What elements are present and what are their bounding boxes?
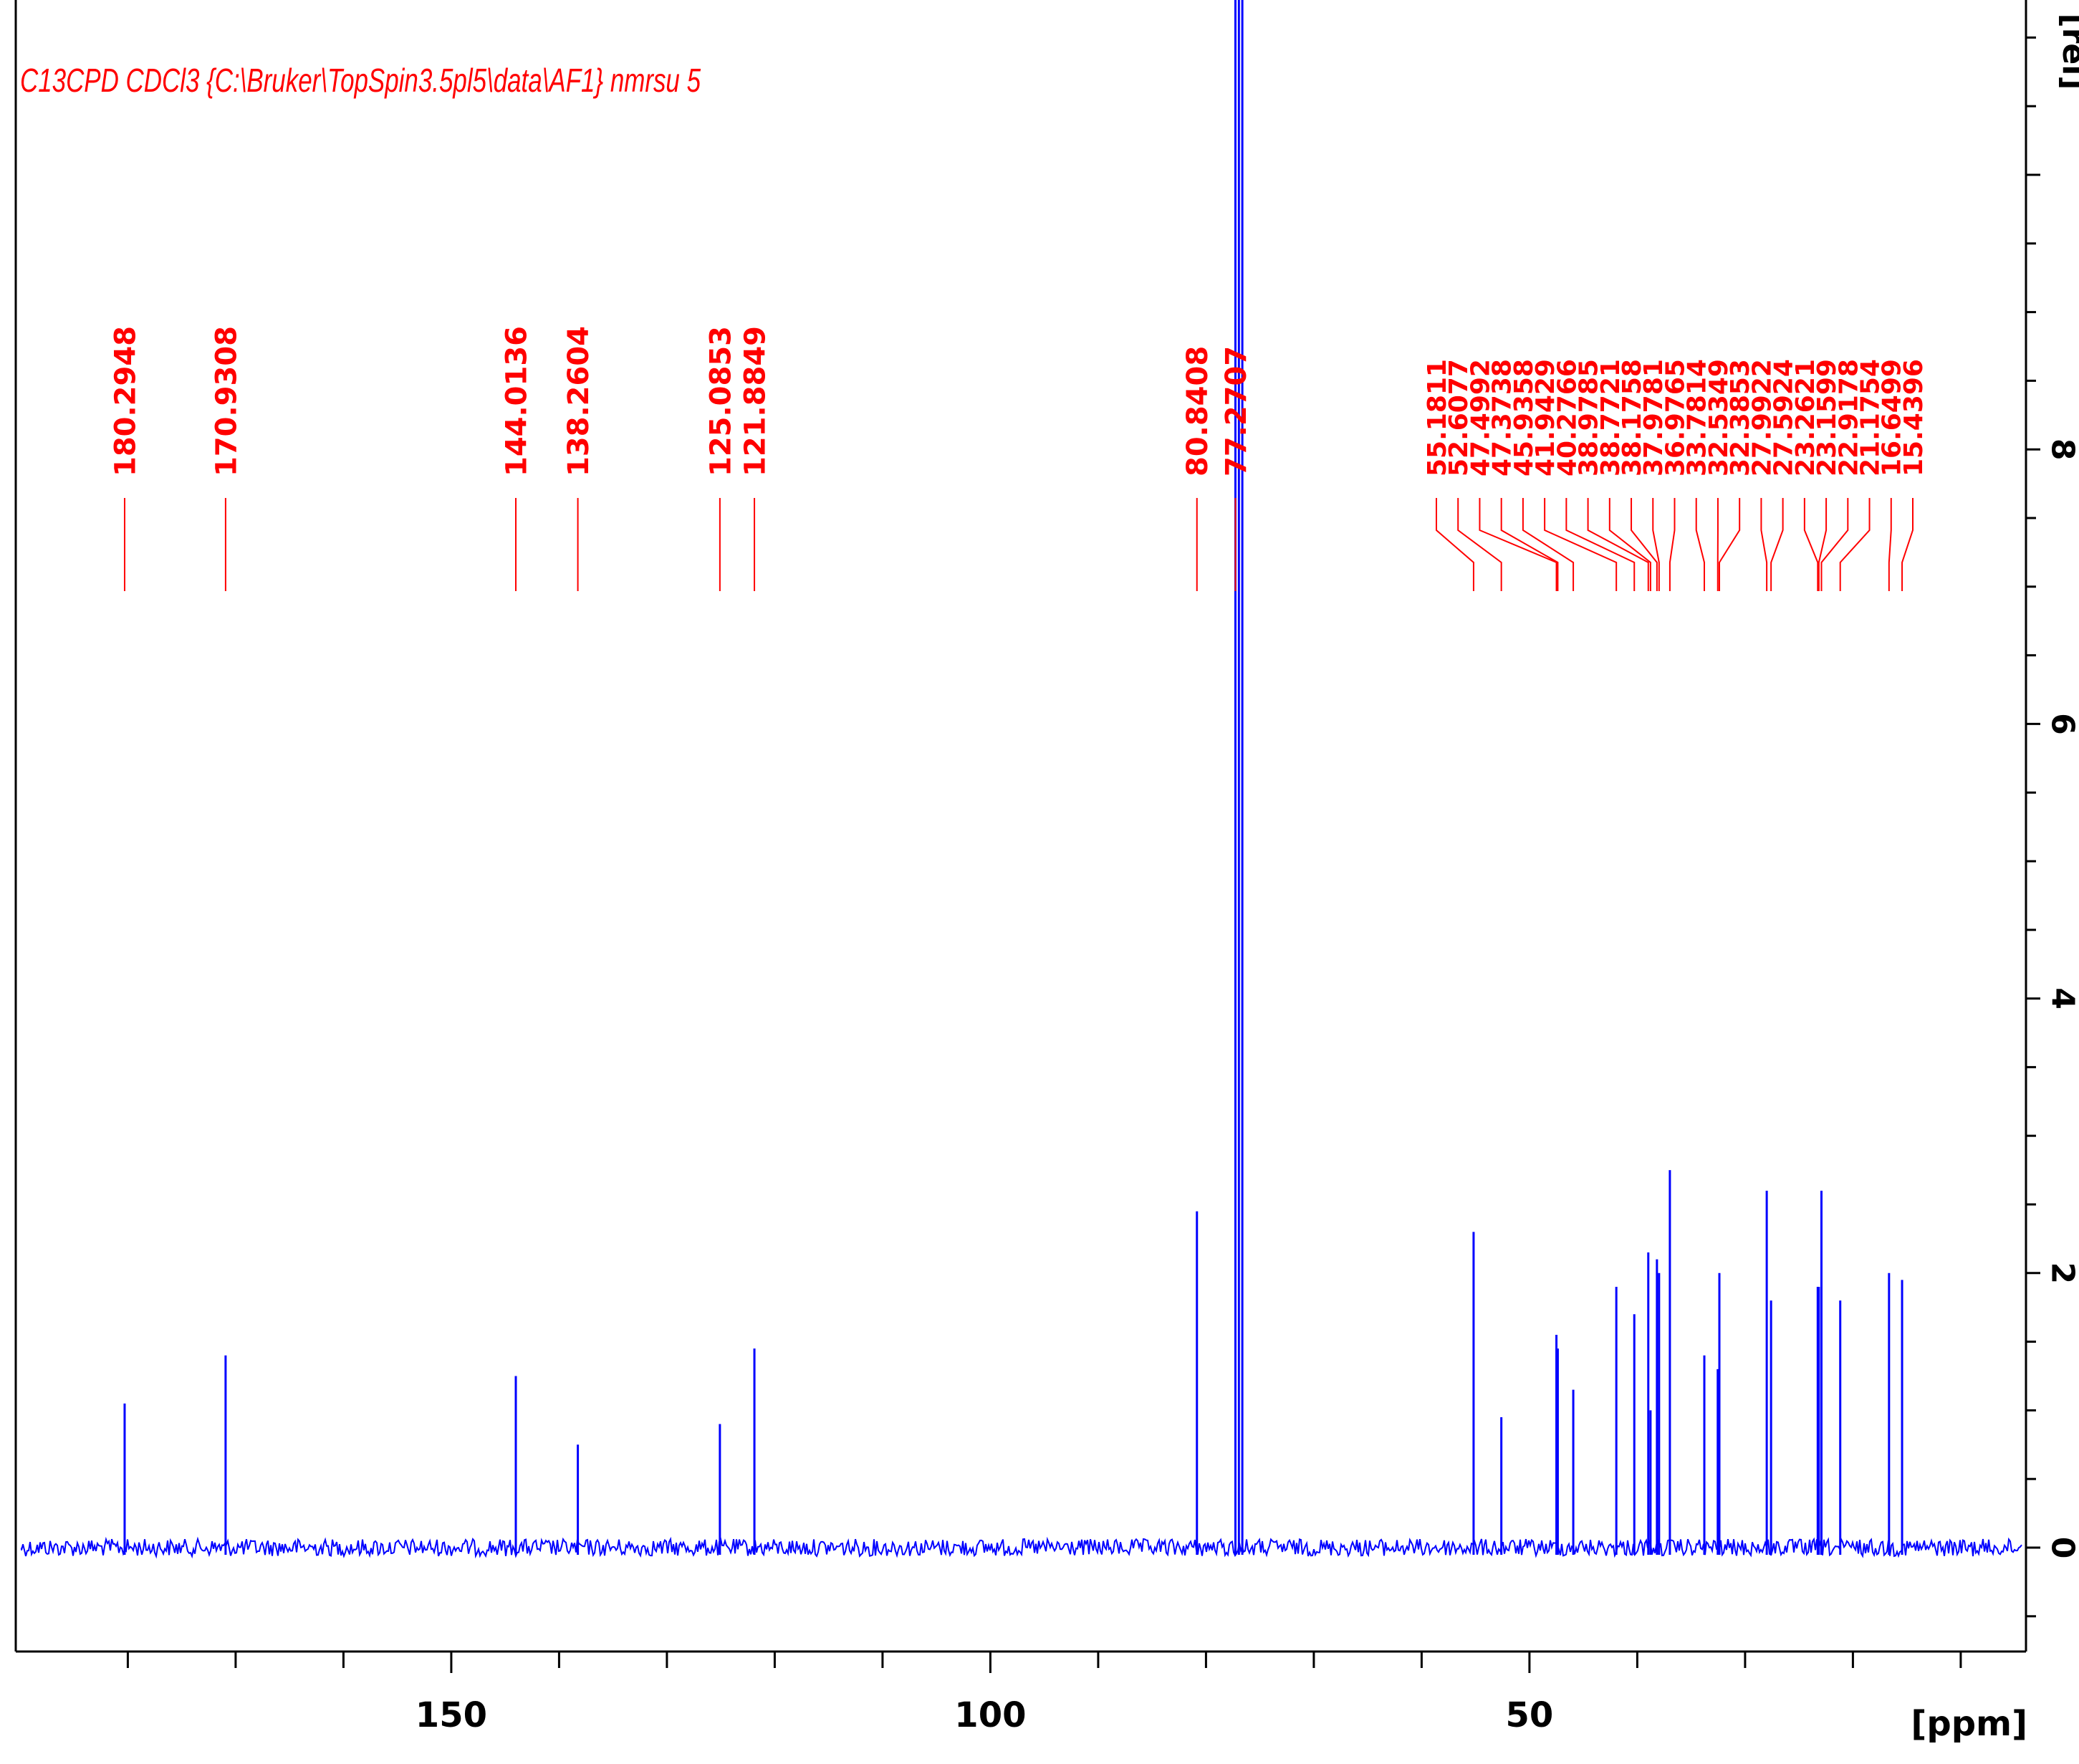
peak-label: 52.6077 <box>1444 359 1474 476</box>
peak-label: 80.8408 <box>1181 346 1214 476</box>
peak-label: 170.9308 <box>210 326 243 476</box>
peak-leader-line <box>1901 498 1914 591</box>
peak-label: 77.2707 <box>1220 346 1253 476</box>
peak-leader-line <box>1436 498 1474 591</box>
spectrum-layer <box>21 0 2022 1559</box>
x-tick-label: 150 <box>416 1695 487 1735</box>
peak-label: 21.1754 <box>1856 359 1886 476</box>
peak-label: 144.0136 <box>500 326 533 476</box>
spectrum-baseline <box>21 1536 2022 1559</box>
peak-label: 38.7721 <box>1596 359 1626 476</box>
peak-label: 45.9358 <box>1509 359 1539 476</box>
peak-label: 32.3853 <box>1726 359 1755 476</box>
peak-label: 121.8849 <box>739 326 772 476</box>
peak-leader-line <box>1565 498 1636 591</box>
peak-label: 180.2948 <box>109 326 142 476</box>
peak-leader-line <box>1818 498 1828 591</box>
peak-leader-line <box>1544 498 1618 591</box>
y-tick-label: 6 <box>2045 713 2079 735</box>
peak-leader-line <box>1587 498 1649 591</box>
peak-label: 22.9178 <box>1834 359 1863 476</box>
peak-label: 16.6499 <box>1878 359 1907 476</box>
peak-leader-line <box>1888 498 1892 591</box>
peak-label: 33.7814 <box>1683 359 1712 476</box>
peak-label: 23.2621 <box>1791 359 1820 476</box>
peak-leader-line <box>1652 498 1660 591</box>
peak-label: 27.9922 <box>1747 359 1777 476</box>
peak-label: 38.9785 <box>1575 359 1604 476</box>
peak-label-layer: 180.2948 170.9308 144.0136 138.2604 125.0853… <box>109 326 1929 591</box>
peak-label: 23.1599 <box>1812 359 1842 476</box>
y-axis-label: [rel] <box>2055 14 2079 90</box>
peak-leader-line <box>1760 498 1768 591</box>
peak-label: 38.1758 <box>1618 359 1647 476</box>
peak-leader-line <box>1770 498 1784 591</box>
peak-leader-line <box>1820 498 1849 591</box>
y-tick-label: 0 <box>2045 1537 2079 1559</box>
peak-label: 27.5924 <box>1770 359 1799 476</box>
peak-leader-line <box>1522 498 1575 591</box>
peak-leader-line <box>1631 498 1658 591</box>
axis-layer: [ppm] [rel] 150 100 50 0 2 4 6 8 <box>14 0 2079 1744</box>
peak-label: 55.1811 <box>1423 359 1452 476</box>
x-tick-label: 100 <box>954 1695 1026 1735</box>
peak-leader-line <box>1479 498 1557 591</box>
chart-title: C13CPD CDCl3 {C:\Bruker\TopSpin3.5pl5\da… <box>20 62 701 99</box>
peak-label: 15.4396 <box>1899 359 1929 476</box>
x-tick-label: 50 <box>1506 1695 1554 1735</box>
peak-label: 40.2766 <box>1552 359 1582 476</box>
peak-label: 47.4992 <box>1466 359 1495 476</box>
y-tick-label: 4 <box>2045 987 2079 1010</box>
peak-leader-line <box>1719 498 1741 591</box>
peak-leader-line <box>1500 498 1559 591</box>
y-tick-label: 2 <box>2045 1262 2079 1284</box>
peak-label: 125.0853 <box>704 326 737 476</box>
y-tick-label: 8 <box>2045 438 2079 461</box>
peak-leader-line <box>1669 498 1676 591</box>
peak-leader-line <box>1695 498 1705 591</box>
peak-leader-line <box>1803 498 1819 591</box>
peak-label: 36.9765 <box>1661 359 1690 476</box>
peak-label: 32.5349 <box>1704 359 1734 476</box>
peak-leader-line <box>1457 498 1502 591</box>
peak-leader-line <box>1608 498 1651 591</box>
peak-label: 138.2604 <box>562 326 595 476</box>
peak-label: 37.9781 <box>1639 359 1669 476</box>
peak-label: 47.3738 <box>1488 359 1517 476</box>
peak-label: 41.9429 <box>1531 359 1560 476</box>
x-axis-label: [ppm] <box>1911 1704 2027 1744</box>
peak-leader-line <box>1839 498 1871 591</box>
